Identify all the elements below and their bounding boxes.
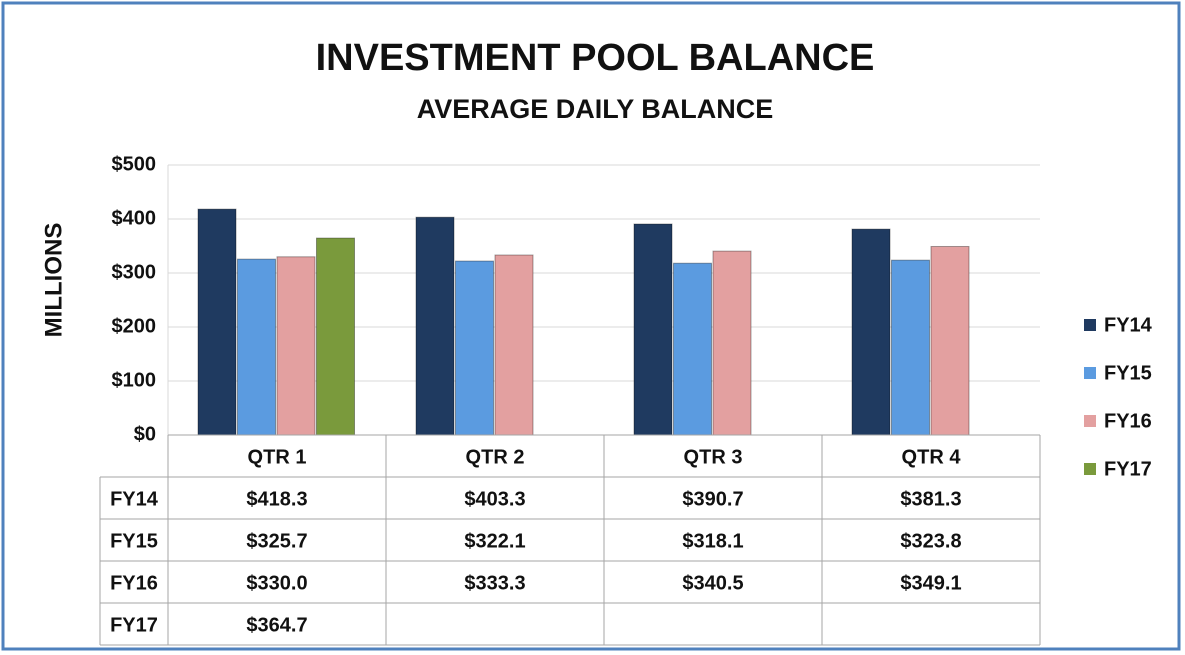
table-cell: $403.3 <box>464 488 525 510</box>
chart-title: INVESTMENT POOL BALANCE <box>316 37 875 79</box>
y-tick-label: $100 <box>112 369 157 391</box>
y-tick-label: $400 <box>112 207 157 229</box>
bar <box>455 260 494 436</box>
y-tick-label: $500 <box>112 153 157 175</box>
legend-label: FY17 <box>1104 458 1152 480</box>
bar <box>316 237 355 436</box>
bar <box>930 245 970 436</box>
table-cell: $333.3 <box>464 572 525 594</box>
bar <box>276 256 316 436</box>
legend-label: FY14 <box>1104 314 1153 336</box>
table-row-header: FY16 <box>110 572 158 594</box>
y-tick-label: $0 <box>134 423 156 445</box>
bar <box>633 223 673 436</box>
table-cell: $318.1 <box>682 530 743 552</box>
legend-swatch <box>1084 367 1096 379</box>
bar <box>494 254 534 436</box>
table-cell: $381.3 <box>900 488 961 510</box>
table-row-header: FY17 <box>110 614 158 636</box>
x-tick-label: QTR 3 <box>684 446 743 468</box>
bar <box>891 259 930 436</box>
legend-swatch <box>1084 463 1096 475</box>
bar <box>237 258 276 436</box>
y-tick-label: $200 <box>112 315 157 337</box>
table-cell: $418.3 <box>246 488 307 510</box>
table-cell: $340.5 <box>682 572 743 594</box>
table-cell: $323.8 <box>900 530 961 552</box>
bar <box>415 216 455 436</box>
table-cell: $325.7 <box>246 530 307 552</box>
chart-subtitle: AVERAGE DAILY BALANCE <box>417 94 774 124</box>
table-cell: $349.1 <box>900 572 961 594</box>
x-tick-label: QTR 4 <box>902 446 962 468</box>
legend-label: FY15 <box>1104 362 1152 384</box>
y-tick-label: $300 <box>112 261 157 283</box>
table-row-header: FY15 <box>110 530 158 552</box>
legend-swatch <box>1084 319 1096 331</box>
table-cell: $322.1 <box>464 530 525 552</box>
bar <box>712 250 752 436</box>
y-axis-label: MILLIONS <box>40 223 67 338</box>
bar <box>197 208 237 436</box>
table-cell: $364.7 <box>246 614 307 636</box>
bar <box>673 262 712 436</box>
legend-label: FY16 <box>1104 410 1152 432</box>
table-cell: $330.0 <box>246 572 307 594</box>
x-tick-label: QTR 1 <box>248 446 307 468</box>
table-row-header: FY14 <box>110 488 159 510</box>
legend-swatch <box>1084 415 1096 427</box>
table-cell: $390.7 <box>682 488 743 510</box>
x-tick-label: QTR 2 <box>466 446 525 468</box>
bar <box>851 228 891 436</box>
